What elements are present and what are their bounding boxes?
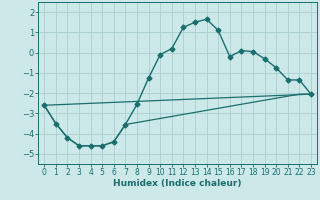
X-axis label: Humidex (Indice chaleur): Humidex (Indice chaleur) [113, 179, 242, 188]
